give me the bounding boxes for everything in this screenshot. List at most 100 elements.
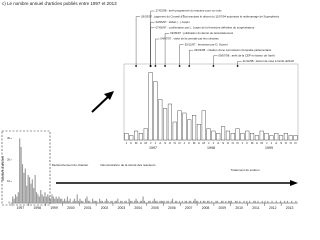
bar [135, 198, 137, 203]
bar [65, 200, 67, 203]
bar [249, 200, 251, 203]
x-tick-label: 2004 [134, 206, 142, 210]
bar [279, 135, 284, 141]
bar [143, 200, 146, 203]
bar [221, 200, 223, 203]
bar [38, 196, 40, 203]
bar [295, 200, 297, 203]
bar [162, 200, 164, 203]
bar [194, 198, 196, 203]
bar [104, 200, 106, 203]
x-tick-label: J [242, 141, 244, 145]
bar [184, 200, 186, 203]
bar [106, 198, 108, 203]
bar [222, 200, 224, 203]
bar [181, 200, 183, 203]
bar [156, 200, 158, 203]
bar [177, 110, 182, 141]
bar [206, 128, 211, 141]
bar [44, 192, 46, 203]
zoom-arrow-head [104, 91, 114, 100]
bar [107, 200, 109, 203]
y-tick-label: 20 [7, 158, 10, 162]
x-tick-label: A [256, 141, 258, 145]
bar [178, 200, 181, 203]
bar [269, 135, 274, 141]
bar [117, 198, 119, 203]
bar [13, 198, 15, 203]
x-tick-label: M [145, 141, 148, 145]
bar [125, 200, 127, 203]
bar [85, 198, 87, 203]
x-tick-label: 1997 [17, 206, 25, 210]
bar [41, 194, 43, 203]
bar [115, 200, 117, 203]
bar [230, 133, 235, 141]
bar [28, 177, 31, 203]
bar [136, 200, 139, 203]
bar [204, 200, 206, 203]
bar [99, 198, 101, 203]
bar [176, 200, 178, 203]
bar [155, 200, 157, 203]
bar [78, 200, 80, 203]
bar [158, 99, 163, 141]
bar [153, 198, 155, 203]
annotation: Démonstration de la sûreté des réacteurs [100, 163, 156, 167]
x-tick-label: J [184, 141, 186, 145]
x-tick-label: 2007 [185, 206, 193, 210]
x-tick-label: D [294, 141, 297, 145]
bar [52, 196, 54, 203]
bar [14, 194, 17, 203]
annotation: 26/03/97 : jugement du Conseil d'État an… [141, 13, 280, 18]
x-tick-label: A [275, 141, 277, 145]
bar [264, 133, 269, 141]
annotation-dot [212, 65, 215, 67]
bar [167, 103, 172, 141]
bar [193, 200, 195, 203]
bar [66, 196, 68, 203]
bar [166, 200, 168, 203]
annotation: 07/06/97 : confirmation par L. Jospin de… [156, 26, 255, 30]
bar [170, 200, 172, 203]
bar [134, 200, 136, 203]
bar [153, 81, 158, 141]
bar [229, 200, 231, 203]
bar [196, 124, 201, 141]
x-tick-label: S [280, 141, 282, 145]
bar [64, 198, 66, 203]
bar [101, 200, 103, 203]
group-label: 1997 [149, 146, 157, 150]
annotation: 09/07/98 : arrêt de la CEP en faveur de … [218, 54, 275, 58]
zoom-arrow [91, 94, 111, 113]
bar [245, 130, 250, 141]
bar [31, 179, 33, 203]
x-tick-label: M [261, 141, 264, 145]
bar [291, 200, 293, 203]
annotation: 27/02/98 : arrêt programmé du réacteur p… [156, 9, 223, 13]
bar [57, 198, 59, 203]
x-tick-label: A [198, 141, 200, 145]
x-tick-label: 2013 [286, 206, 294, 210]
x-tick-label: N [232, 141, 234, 145]
x-tick-label: F [188, 141, 190, 145]
annotation-dot [154, 65, 157, 67]
annotation: 04/07/97 : visite de la centrale par les… [160, 37, 219, 41]
bar [73, 198, 75, 203]
bar [230, 200, 232, 203]
period-arrow-head [290, 180, 298, 186]
bar [185, 200, 188, 203]
annotation: 21/12/98 : décret de mise à l'arrêt défi… [243, 59, 294, 63]
x-tick-label: 2012 [269, 206, 277, 210]
bar [275, 200, 277, 203]
bar [284, 200, 286, 203]
x-tick-label: S [222, 141, 224, 145]
bar [55, 196, 57, 203]
bar [92, 198, 94, 203]
bar [172, 121, 177, 141]
annotation: Déclenchement du chantier [52, 163, 89, 167]
bar [286, 200, 289, 203]
bar [79, 198, 81, 203]
bar [160, 200, 162, 203]
bar [159, 200, 161, 203]
